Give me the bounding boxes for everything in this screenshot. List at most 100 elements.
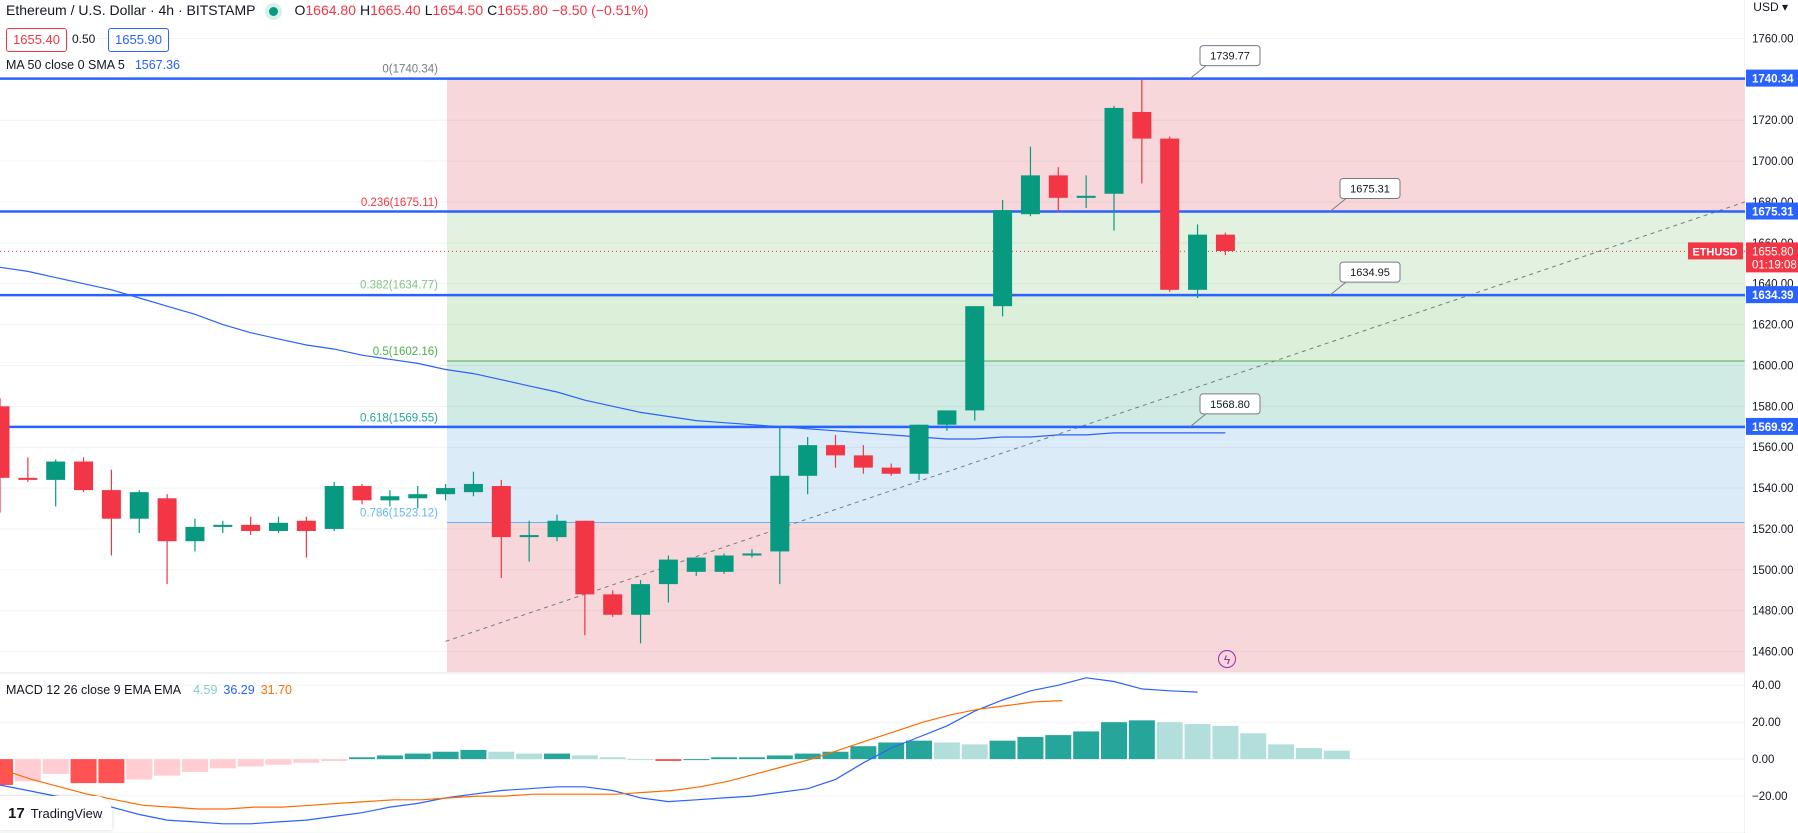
price-tick: 1460.00 [1752, 647, 1794, 659]
macd-hist-bar [181, 759, 208, 773]
macd-hist-bar [321, 759, 348, 761]
candle-body [213, 524, 233, 527]
macd-hist-bar [1323, 750, 1350, 760]
callout-leader [1189, 413, 1207, 428]
macd-hist-bar [1045, 735, 1072, 760]
macd-hist-bar [349, 757, 376, 760]
callout-leader [1189, 65, 1207, 80]
candle-body [46, 461, 66, 480]
macd-hist-bar [878, 742, 905, 760]
macd-hist-bar [209, 759, 236, 769]
price-tick: 1480.00 [1752, 606, 1794, 618]
fib-zone [447, 294, 1745, 362]
chevron-down-icon: ▾ [1781, 0, 1788, 14]
last-price-tag [1746, 242, 1798, 273]
axis-background [1745, 0, 1798, 833]
macd-hist-bar [98, 759, 125, 784]
spread-value: 0.50 [72, 32, 96, 46]
macd-hist-bar [655, 759, 682, 761]
price-tick: 1700.00 [1752, 156, 1794, 168]
candle-body [324, 486, 344, 529]
macd-tick: 0.00 [1752, 754, 1774, 766]
price-tick: 1560.00 [1752, 442, 1794, 454]
macd-hist-bar [70, 759, 97, 784]
candle-body [881, 467, 901, 474]
price-tick: 1760.00 [1752, 33, 1794, 45]
fib-level-label: 0.5(1602.16) [373, 346, 438, 358]
macd-legend[interactable]: MACD 12 26 close 9 EMA EMA 4.59 36.29 31.70 [6, 683, 292, 697]
legend-header: Ethereum / U.S. Dollar · 4h · BITSTAMP O1… [6, 2, 652, 18]
macd-hist-bar [1212, 725, 1239, 760]
level-price-tag [1746, 69, 1798, 87]
macd-hist-bar [794, 753, 821, 760]
buy-price-button[interactable]: 1655.90 [108, 28, 169, 52]
macd-hist-bar [906, 740, 933, 760]
callout-box [1339, 261, 1401, 283]
tv-icon: 17 [8, 804, 25, 822]
price-axis[interactable]: 1460.00 1480.00 1500.00 1520.00 1540.00 1560.… [1688, 0, 1798, 833]
candle-body [463, 483, 483, 493]
fib-zone [447, 361, 1745, 428]
macd-hist-bar [376, 755, 403, 760]
macd-hist-bar [488, 751, 515, 760]
fib-zone [447, 211, 1745, 295]
logo-label: TradingView [30, 805, 103, 821]
market-status-icon [269, 6, 279, 16]
fib-level-label: 0.786(1523.12) [360, 508, 438, 520]
candle-body [408, 494, 428, 499]
fib-level-label: 0.618(1569.55) [360, 413, 438, 425]
ma-legend-value: 1567.36 [134, 58, 180, 72]
level-price-text: 1634.39 [1752, 290, 1794, 302]
ma-legend[interactable]: MA 50 close 0 SMA 5 1567.36 [6, 58, 180, 72]
macd-line-value: 36.29 [223, 683, 255, 697]
symbol-title[interactable]: Ethereum / U.S. Dollar · 4h · BITSTAMP [6, 2, 256, 18]
macd-hist-bar [1240, 733, 1267, 760]
candle-body [352, 486, 372, 501]
macd-hist-bar [571, 755, 598, 760]
candle-body [993, 210, 1013, 307]
callout-leader [1329, 198, 1347, 212]
candle-body [937, 410, 957, 425]
macd-hist-bar [265, 759, 292, 765]
fib-zone [447, 427, 1745, 523]
tradingview-logo[interactable]: 17 TradingView [0, 796, 112, 830]
sell-price-button[interactable]: 1655.40 [6, 28, 67, 52]
macd-hist-bar [850, 746, 877, 760]
candle-body [547, 520, 567, 538]
candle-body [1076, 195, 1096, 198]
candle-body [603, 594, 623, 615]
candle-body [1020, 175, 1040, 215]
currency-label: USD [1753, 0, 1779, 14]
fib-zone [447, 522, 1745, 672]
macd-signal-path [3, 700, 1063, 810]
fib-retracement-zones[interactable] [447, 78, 1745, 672]
close-label: C [487, 2, 498, 18]
callout-text: 1739.77 [1210, 51, 1250, 63]
macd-tick: 20.00 [1752, 717, 1781, 729]
grid [0, 0, 1746, 833]
callout-leader [1329, 281, 1347, 296]
ma-path [0, 266, 1226, 440]
macd-hist-bar [460, 749, 487, 760]
macd-legend-label: MACD 12 26 close 9 EMA EMA [6, 683, 182, 697]
candle-body [101, 490, 121, 519]
macd-hist-bar [544, 753, 570, 760]
open-value: 1664.80 [305, 2, 356, 18]
level-price-text: 1569.92 [1752, 422, 1794, 434]
candle-body [185, 526, 205, 542]
fib-level-label: 0(1740.34) [382, 64, 438, 76]
horizontal-levels[interactable] [0, 77, 1745, 429]
macd-hist-bar [1128, 720, 1155, 760]
high-value: 1665.40 [370, 2, 421, 18]
low-label: L [424, 2, 433, 18]
macd-pane [0, 677, 1745, 833]
currency-selector[interactable]: USD ▾ [1753, 0, 1788, 14]
callout-text: 1675.31 [1350, 184, 1390, 196]
candle-body [658, 559, 678, 585]
flash-icon[interactable]: ϟ [1218, 650, 1236, 668]
macd-hist-bar [961, 744, 988, 760]
candle-body [798, 445, 818, 476]
level-price-tag [1746, 286, 1798, 304]
candle-body [686, 557, 706, 572]
